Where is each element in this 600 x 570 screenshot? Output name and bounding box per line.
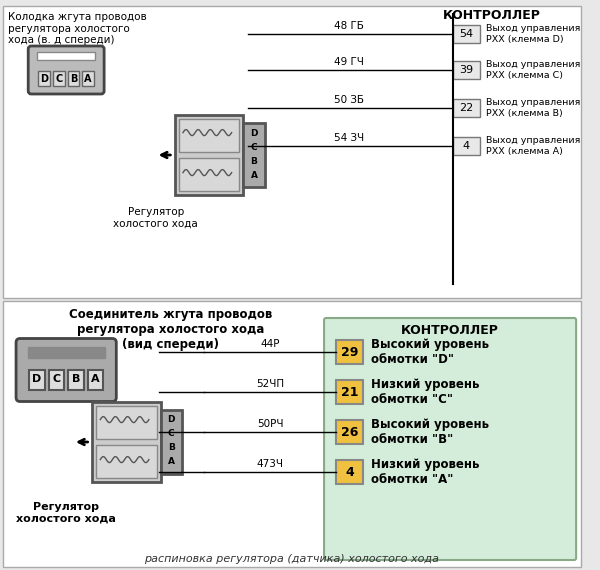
Text: 39: 39 [459, 65, 473, 75]
Text: 4: 4 [345, 466, 354, 478]
Text: C: C [251, 142, 257, 152]
Text: D: D [167, 416, 175, 425]
Bar [161, 410, 182, 474]
Bar [243, 123, 265, 187]
Bar [336, 460, 363, 484]
Bar [97, 406, 157, 439]
Text: Высокий уровень
обмотки "D": Высокий уровень обмотки "D" [371, 338, 489, 366]
Bar [82, 71, 94, 86]
Text: Высокий уровень
обмотки "B": Высокий уровень обмотки "B" [371, 418, 489, 446]
Bar [97, 445, 157, 478]
Text: 54 ЗЧ: 54 ЗЧ [334, 133, 364, 143]
Text: C: C [55, 74, 62, 83]
Text: Соединитель жгута проводов
регулятора холостого хода
(вид спереди): Соединитель жгута проводов регулятора хо… [68, 308, 272, 351]
Text: 50 ЗБ: 50 ЗБ [334, 95, 364, 105]
FancyBboxPatch shape [324, 318, 576, 560]
Text: B: B [251, 157, 257, 165]
Text: Выход управления
РХХ (клемма С): Выход управления РХХ (клемма С) [485, 60, 580, 80]
Text: 22: 22 [459, 103, 473, 113]
Bar [3, 6, 581, 298]
Bar [452, 99, 480, 117]
Bar [179, 119, 239, 152]
Bar [452, 137, 480, 155]
Text: Низкий уровень
обмотки "А": Низкий уровень обмотки "А" [371, 458, 479, 486]
Text: 48 ГБ: 48 ГБ [334, 21, 364, 31]
Bar [49, 369, 64, 389]
Text: A: A [250, 170, 257, 180]
Text: 21: 21 [341, 385, 358, 398]
Text: D: D [32, 374, 41, 385]
Bar [452, 25, 480, 43]
Bar [175, 115, 243, 195]
Text: Регулятор
холостого хода: Регулятор холостого хода [16, 502, 116, 524]
Text: Колодка жгута проводов
регулятора холостого
хода (в. д спереди): Колодка жгута проводов регулятора холост… [8, 12, 146, 45]
Text: 50РЧ: 50РЧ [257, 419, 283, 429]
Bar [336, 420, 363, 444]
Text: B: B [72, 374, 80, 385]
Bar [92, 402, 161, 482]
Text: Выход управления
РХХ (клемма B): Выход управления РХХ (клемма B) [485, 98, 580, 117]
Bar [37, 52, 95, 60]
Bar [53, 71, 65, 86]
Bar [28, 347, 104, 357]
Bar [3, 301, 581, 567]
Text: 54: 54 [459, 29, 473, 39]
Text: D: D [40, 74, 48, 83]
Text: B: B [168, 443, 175, 453]
Text: 26: 26 [341, 425, 358, 438]
Text: 44Р: 44Р [260, 339, 280, 349]
Text: Низкий уровень
обмотки "C": Низкий уровень обмотки "C" [371, 378, 479, 406]
Text: 49 ГЧ: 49 ГЧ [334, 57, 364, 67]
Bar [38, 71, 50, 86]
Bar [336, 340, 363, 364]
Text: C: C [168, 430, 175, 438]
Text: C: C [52, 374, 61, 385]
Text: Выход управления
РХХ (клемма А): Выход управления РХХ (клемма А) [485, 136, 580, 156]
Text: 473Ч: 473Ч [257, 459, 284, 469]
Text: Регулятор
холостого хода: Регулятор холостого хода [113, 207, 198, 229]
Text: КОНТРОЛЛЕР: КОНТРОЛЛЕР [443, 9, 541, 22]
Text: 4: 4 [463, 141, 470, 151]
Bar [88, 369, 103, 389]
FancyBboxPatch shape [28, 46, 104, 94]
FancyBboxPatch shape [16, 339, 116, 401]
Text: распиновка регулятора (датчика) холостого хода: распиновка регулятора (датчика) холостог… [145, 554, 439, 564]
Text: КОНТРОЛЛЕР: КОНТРОЛЛЕР [401, 324, 499, 337]
Text: B: B [70, 74, 77, 83]
Text: 29: 29 [341, 345, 358, 359]
Bar [68, 369, 83, 389]
Text: A: A [91, 374, 100, 385]
Text: Выход управления
РХХ (клемма D): Выход управления РХХ (клемма D) [485, 25, 580, 44]
Text: D: D [250, 128, 258, 137]
Bar [29, 369, 45, 389]
Text: 52ЧП: 52ЧП [256, 379, 284, 389]
Bar [179, 158, 239, 191]
Bar [452, 61, 480, 79]
Text: A: A [85, 74, 92, 83]
Bar [336, 380, 363, 404]
Bar [68, 71, 79, 86]
Text: A: A [168, 458, 175, 466]
